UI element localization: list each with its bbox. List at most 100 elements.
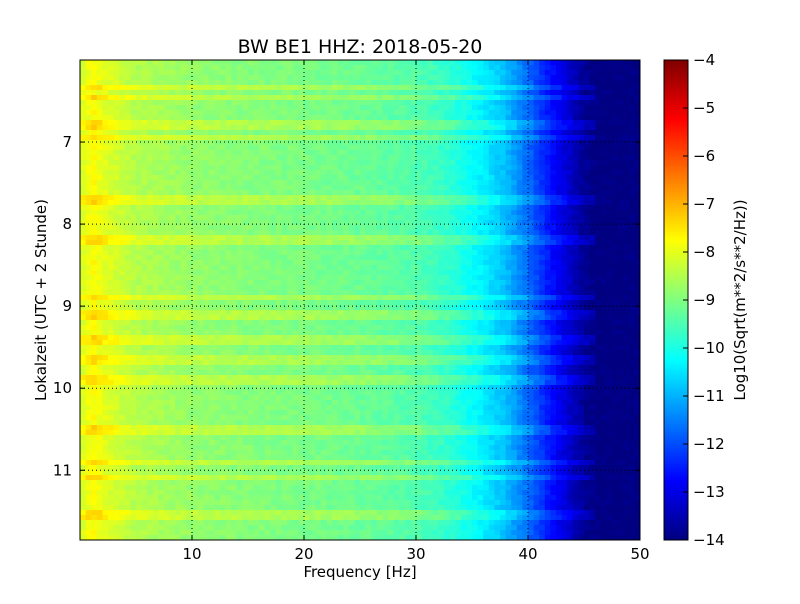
heatmap-cell	[595, 205, 602, 211]
heatmap-cell	[556, 80, 563, 86]
heatmap-cell	[556, 290, 563, 296]
heatmap-cell	[589, 160, 596, 166]
heatmap-cell	[292, 215, 299, 221]
heatmap-cell	[371, 300, 378, 306]
heatmap-cell	[231, 245, 238, 251]
heatmap-cell	[544, 215, 551, 221]
heatmap-cell	[175, 200, 182, 206]
heatmap-cell	[600, 290, 607, 296]
heatmap-cell	[466, 65, 473, 71]
heatmap-cell	[494, 85, 501, 91]
heatmap-cell	[348, 185, 355, 191]
heatmap-cell	[444, 190, 451, 196]
heatmap-cell	[528, 260, 535, 266]
heatmap-cell	[472, 120, 479, 126]
heatmap-cell	[600, 120, 607, 126]
heatmap-cell	[214, 230, 221, 236]
heatmap-cell	[544, 220, 551, 226]
heatmap-cell	[466, 305, 473, 311]
heatmap-cell	[606, 90, 613, 96]
heatmap-cell	[539, 300, 546, 306]
heatmap-cell	[320, 90, 327, 96]
heatmap-cell	[343, 295, 350, 301]
heatmap-cell	[332, 225, 339, 231]
heatmap-cell	[494, 295, 501, 301]
heatmap-cell	[169, 230, 176, 236]
heatmap-cell	[544, 270, 551, 276]
heatmap-cell	[584, 215, 591, 221]
heatmap-cell	[595, 175, 602, 181]
heatmap-cell	[421, 220, 428, 226]
heatmap-cell	[556, 95, 563, 101]
heatmap-cell	[276, 290, 283, 296]
heatmap-cell	[343, 185, 350, 191]
heatmap-cell	[85, 150, 92, 156]
heatmap-cell	[225, 80, 232, 86]
heatmap-cell	[141, 180, 148, 186]
heatmap-cell	[483, 220, 490, 226]
heatmap-cell	[197, 295, 204, 301]
heatmap-cell	[164, 110, 171, 116]
heatmap-cell	[354, 170, 361, 176]
heatmap-cell	[264, 295, 271, 301]
heatmap-cell	[432, 100, 439, 106]
heatmap-cell	[600, 165, 607, 171]
heatmap-cell	[108, 250, 115, 256]
heatmap-cell	[136, 235, 143, 241]
heatmap-cell	[315, 115, 322, 121]
heatmap-cell	[376, 110, 383, 116]
heatmap-cell	[505, 190, 512, 196]
heatmap-cell	[287, 150, 294, 156]
heatmap-cell	[539, 80, 546, 86]
heatmap-cell	[158, 135, 165, 141]
heatmap-cell	[130, 290, 137, 296]
heatmap-cell	[382, 65, 389, 71]
heatmap-cell	[584, 225, 591, 231]
heatmap-cell	[567, 165, 574, 171]
heatmap-cell	[427, 140, 434, 146]
heatmap-cell	[186, 170, 193, 176]
heatmap-cell	[152, 225, 159, 231]
heatmap-cell	[388, 210, 395, 216]
heatmap-cell	[606, 285, 613, 291]
heatmap-cell	[393, 80, 400, 86]
heatmap-cell	[85, 190, 92, 196]
heatmap-cell	[231, 105, 238, 111]
heatmap-cell	[220, 95, 227, 101]
heatmap-cell	[96, 200, 103, 206]
heatmap-cell	[119, 195, 126, 201]
heatmap-cell	[259, 180, 266, 186]
heatmap-cell	[438, 205, 445, 211]
heatmap-cell	[376, 130, 383, 136]
heatmap-cell	[539, 205, 546, 211]
heatmap-cell	[533, 270, 540, 276]
heatmap-cell	[102, 115, 109, 121]
heatmap-cell	[584, 160, 591, 166]
heatmap-cell	[147, 285, 154, 291]
heatmap-cell	[432, 285, 439, 291]
heatmap-cell	[455, 190, 462, 196]
heatmap-cell	[600, 245, 607, 251]
heatmap-cell	[528, 250, 535, 256]
heatmap-cell	[236, 215, 243, 221]
heatmap-cell	[276, 170, 283, 176]
heatmap-cell	[236, 300, 243, 306]
heatmap-cell	[158, 95, 165, 101]
heatmap-cell	[399, 170, 406, 176]
heatmap-cell	[130, 235, 137, 241]
heatmap-cell	[248, 215, 255, 221]
heatmap-cell	[404, 115, 411, 121]
heatmap-cell	[270, 220, 277, 226]
heatmap-cell	[124, 230, 131, 236]
heatmap-cell	[158, 225, 165, 231]
heatmap-cell	[600, 110, 607, 116]
heatmap-cell	[444, 150, 451, 156]
heatmap-cell	[365, 200, 372, 206]
heatmap-cell	[287, 180, 294, 186]
heatmap-cell	[326, 260, 333, 266]
heatmap-cell	[595, 95, 602, 101]
heatmap-cell	[589, 295, 596, 301]
heatmap-cell	[186, 185, 193, 191]
heatmap-cell	[505, 170, 512, 176]
heatmap-cell	[516, 250, 523, 256]
